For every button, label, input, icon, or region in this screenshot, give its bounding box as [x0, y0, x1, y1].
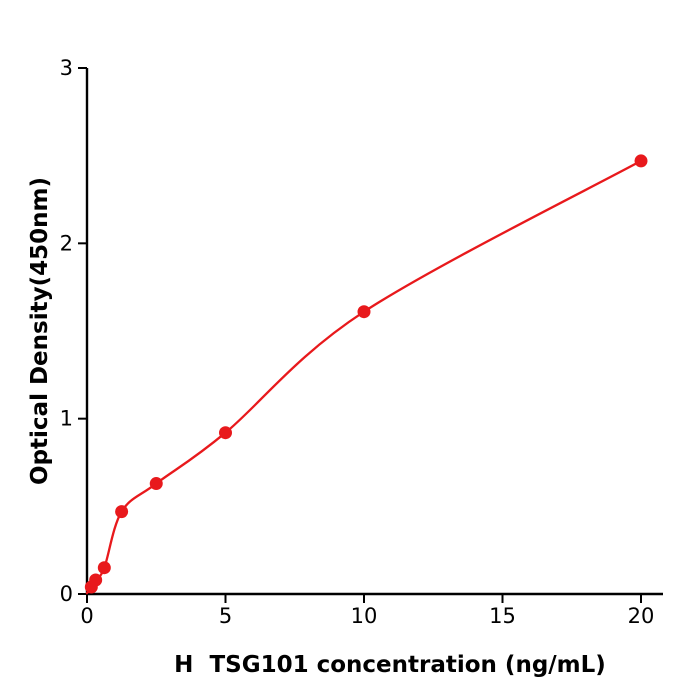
data-point: [634, 154, 648, 168]
data-point: [219, 426, 232, 440]
x-tick-label: 5: [219, 604, 232, 628]
y-tick-label: 3: [60, 56, 73, 80]
data-point: [97, 561, 111, 575]
data-point: [357, 305, 371, 319]
x-tick-label: 10: [351, 604, 378, 628]
data-point: [149, 477, 163, 491]
y-axis-label: Optical Density(450nm): [27, 177, 53, 485]
y-tick-label: 1: [60, 407, 73, 431]
x-tick-label: 15: [489, 604, 516, 628]
x-tick-label: 0: [80, 604, 93, 628]
y-tick-label: 2: [60, 231, 73, 255]
data-point: [115, 505, 129, 519]
fit-curve: [85, 159, 643, 595]
data-point: [89, 573, 103, 587]
x-tick-label: 20: [628, 604, 655, 628]
x-axis-label: H TSG101 concentration (ng/mL): [174, 652, 606, 678]
y-tick-label: 0: [60, 582, 73, 606]
